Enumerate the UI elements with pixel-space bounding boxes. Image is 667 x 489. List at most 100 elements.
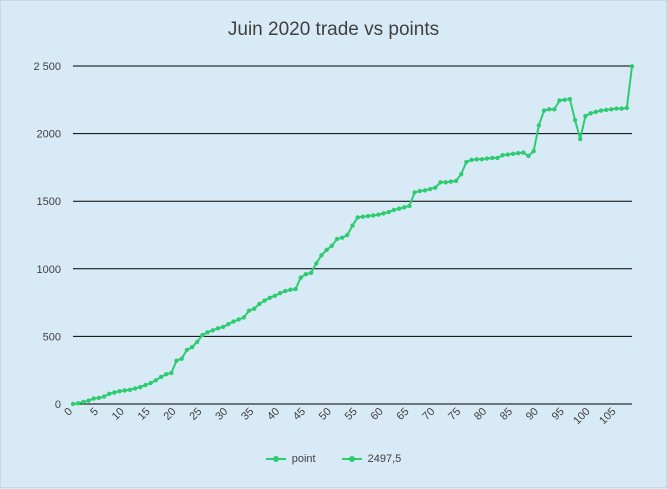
data-point [603,107,609,113]
data-point [283,288,288,294]
data-point [96,395,102,401]
data-point [241,315,247,320]
data-point [515,151,521,156]
data-point [101,394,107,399]
x-tick-label: 65 [394,406,411,423]
data-point [288,287,293,292]
data-point [143,382,148,388]
data-point [277,290,283,296]
data-point [257,301,262,307]
data-point [360,214,366,219]
x-tick-label: 25 [187,406,204,423]
data-point [521,150,526,155]
data-point [433,185,438,190]
data-point [350,223,355,228]
y-tick-label: 500 [43,331,61,343]
data-point [127,387,133,393]
x-tick-label: 95 [550,406,567,423]
data-point [138,384,143,390]
data-point [536,123,542,128]
y-tick-label: 2 500 [33,61,61,73]
data-point [189,345,195,350]
data-point [531,148,536,154]
data-point [334,236,340,242]
data-point [396,206,402,211]
x-tick-label: 40 [265,406,282,423]
data-point [251,306,257,311]
data-point [231,319,236,324]
data-point [236,317,241,322]
y-tick-label: 1500 [37,196,61,208]
data-point [215,326,221,331]
data-point [448,179,454,184]
data-point [107,391,112,397]
legend-marker-icon [341,454,362,464]
legend-item-2497: 2497,5 [341,453,402,465]
data-point [158,374,164,380]
data-point [272,293,278,299]
data-point [308,270,314,276]
data-point [391,207,397,213]
data-point [484,156,490,161]
data-point [526,153,531,159]
legend-item-point: point [265,453,316,465]
data-point [298,275,303,280]
data-point [226,322,231,327]
data-point [293,286,298,292]
data-point [598,108,604,113]
x-tick-label: 85 [498,406,515,423]
data-point [220,324,226,330]
data-point [490,155,495,161]
data-point [70,401,76,407]
data-point [412,190,417,195]
data-point [376,212,381,217]
data-point [179,356,184,361]
x-tick-label: 15 [136,406,153,423]
data-point [541,108,547,113]
x-tick-label: 0 [62,406,75,419]
data-point [345,232,350,238]
x-tick-label: 70 [420,406,437,423]
data-point [614,106,619,111]
x-tick-label: 5 [88,406,101,419]
data-point [132,386,138,391]
data-point [443,180,448,185]
legend-label: 2497,5 [367,453,402,465]
data-point [319,253,324,258]
data-point [402,205,407,210]
data-point [572,117,578,123]
data-point [609,107,614,112]
x-tick-label: 80 [472,406,489,423]
data-point [122,388,127,393]
x-tick-label: 30 [213,406,230,423]
data-point [583,113,588,119]
x-tick-label: 20 [161,406,178,423]
x-tick-label: 60 [369,406,386,423]
data-point [329,243,334,249]
data-point [86,398,91,403]
data-point [407,203,412,209]
data-point [469,157,474,163]
data-point [552,107,557,112]
data-point [205,330,210,335]
data-point [163,372,169,377]
data-point [200,332,205,338]
data-point [567,96,573,102]
data-point [314,261,319,266]
data-point [593,109,598,115]
data-point [210,328,215,333]
data-point [355,215,360,220]
data-point [557,98,562,103]
y-tick-label: 0 [55,399,61,411]
data-point [386,209,391,215]
data-point [303,272,309,277]
x-tick-label: 105 [597,406,618,427]
x-tick-label: 35 [239,406,256,423]
data-point [195,339,200,345]
data-point [624,105,630,111]
data-point [267,295,272,301]
data-point [112,390,117,395]
data-point [324,247,329,253]
data-point [427,186,433,192]
data-point [438,180,443,185]
